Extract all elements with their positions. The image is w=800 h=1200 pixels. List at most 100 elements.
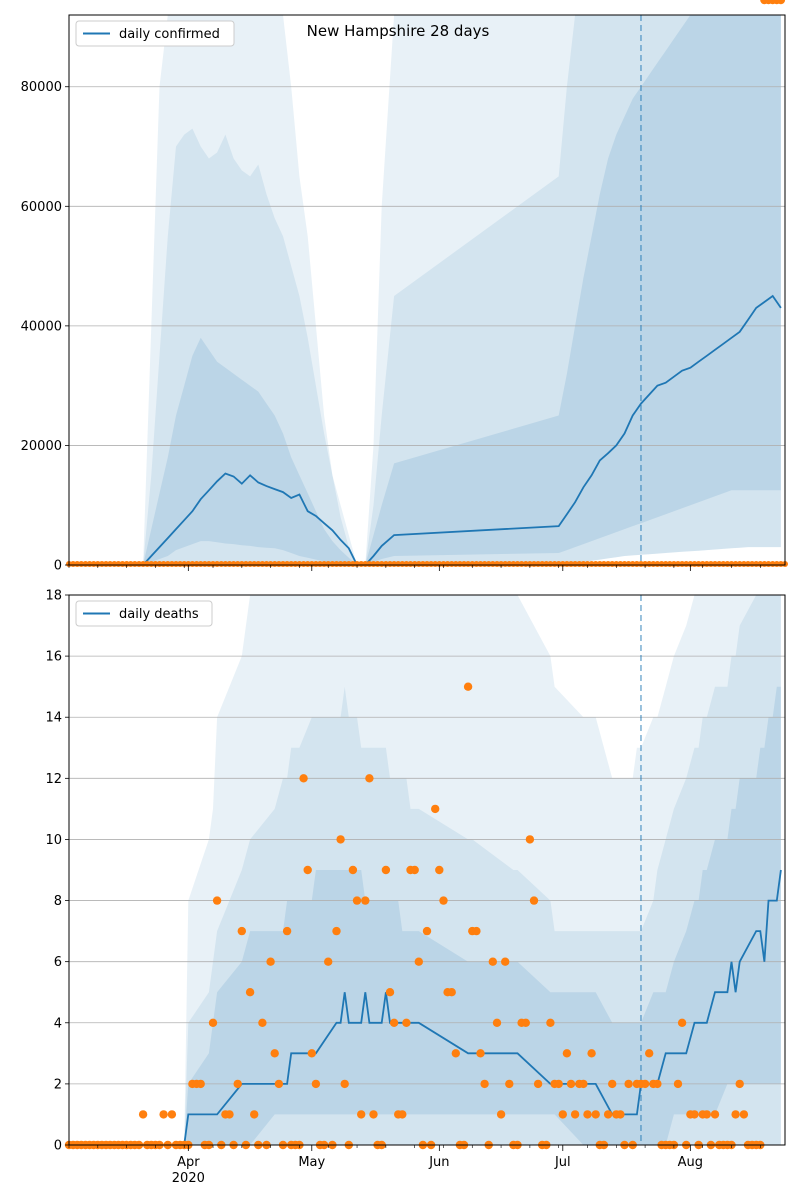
tick-label-y: 0 xyxy=(54,559,62,574)
observed-point xyxy=(361,896,370,905)
tick-label-y: 4 xyxy=(54,1016,62,1031)
deaths-legend: daily deaths xyxy=(75,600,213,627)
observed-point xyxy=(324,957,333,966)
observed-point xyxy=(225,1110,234,1119)
observed-point xyxy=(579,1079,588,1089)
observed-point xyxy=(558,1110,567,1119)
tick-label-y: 10 xyxy=(45,833,62,848)
observed-point xyxy=(673,1079,683,1089)
observed-point xyxy=(422,926,432,936)
legend-label-confirmed: daily confirmed xyxy=(119,27,220,42)
observed-point xyxy=(583,1110,592,1119)
tick-label-y: 2 xyxy=(54,1077,62,1092)
tick-label-y: 18 xyxy=(45,589,62,604)
observed-point xyxy=(447,988,456,997)
band-inner xyxy=(184,686,781,1145)
observed-point xyxy=(624,1079,633,1089)
observed-point xyxy=(336,835,345,844)
observed-point xyxy=(167,1110,177,1119)
band-outer xyxy=(184,595,781,1145)
observed-point xyxy=(435,865,444,875)
confirmed-series xyxy=(142,15,782,565)
observed-point xyxy=(710,1110,720,1119)
observed-point xyxy=(529,896,539,905)
observed-point xyxy=(245,988,255,997)
observed-point xyxy=(365,774,374,783)
tick-label-x: May xyxy=(298,1155,325,1170)
observed-point xyxy=(735,1079,744,1089)
observed-point xyxy=(463,682,473,691)
observed-point xyxy=(237,926,246,936)
band-inner xyxy=(143,15,781,565)
observed-point xyxy=(591,1110,600,1119)
tick-label-y: 6 xyxy=(54,955,62,970)
observed-point xyxy=(653,1079,662,1089)
observed-point xyxy=(554,1079,563,1089)
observed-point xyxy=(410,865,419,875)
observed-point xyxy=(159,1110,168,1119)
tick-label-year: 2020 xyxy=(172,1171,205,1186)
observed-point xyxy=(739,1110,749,1119)
tick-label-y: 8 xyxy=(54,894,62,909)
observed-point xyxy=(369,1110,378,1119)
observed-point xyxy=(562,1049,572,1058)
observed-point xyxy=(208,1018,218,1027)
tick-label-y: 12 xyxy=(45,772,62,787)
observed-point xyxy=(521,1018,530,1027)
observed-point xyxy=(431,804,440,814)
observed-point xyxy=(480,1079,489,1089)
observed-point xyxy=(640,1079,650,1089)
observed-point xyxy=(439,896,448,905)
tick-label-x: Aug xyxy=(678,1155,703,1170)
observed-point xyxy=(505,1079,514,1089)
observed-point xyxy=(196,1079,205,1089)
legend-box xyxy=(75,600,213,627)
tick-label-y: 16 xyxy=(45,650,62,665)
observed-point xyxy=(645,1049,654,1058)
legend-box xyxy=(75,20,235,47)
tick-label-y: 14 xyxy=(45,711,62,726)
observed-point xyxy=(690,1110,699,1119)
observed-point xyxy=(476,1049,485,1058)
observed-point xyxy=(451,1049,460,1058)
observed-point xyxy=(566,1079,576,1089)
observed-point xyxy=(414,957,423,966)
observed-point xyxy=(212,896,222,905)
observed-point xyxy=(233,1079,242,1089)
chart-title: New Hampshire 28 days xyxy=(307,22,490,40)
observed-point xyxy=(533,1079,543,1089)
band-middle xyxy=(184,595,781,1145)
observed-point xyxy=(702,1110,711,1119)
observed-point xyxy=(776,0,786,5)
observed-point xyxy=(501,957,510,966)
observed-point xyxy=(282,926,292,936)
observed-point xyxy=(587,1049,596,1058)
confirmed-legend: daily confirmed xyxy=(75,20,235,47)
tick-label-x: Jun xyxy=(428,1155,449,1170)
observed-point xyxy=(402,1018,411,1027)
observed-point xyxy=(603,1110,613,1119)
observed-point xyxy=(472,926,481,936)
series-line-deaths xyxy=(183,869,782,1145)
observed-point xyxy=(340,1079,349,1089)
series-line-confirmed xyxy=(142,294,782,565)
tick-label-y: 20000 xyxy=(21,439,62,454)
tick-label-x: Jul xyxy=(554,1155,571,1170)
observed-point xyxy=(274,1079,284,1089)
observed-point xyxy=(496,1110,506,1119)
observed-point xyxy=(546,1018,555,1027)
confirmed-observed-points xyxy=(66,561,788,567)
observed-point xyxy=(299,774,308,783)
confirmed-uncertainty-bands xyxy=(143,15,781,565)
observed-point xyxy=(616,1110,625,1119)
observed-point xyxy=(348,865,358,875)
observed-point xyxy=(266,957,275,966)
legend-label-deaths: daily deaths xyxy=(119,607,199,622)
observed-point xyxy=(311,1079,321,1089)
observed-point xyxy=(258,1018,267,1027)
axes-frame xyxy=(68,14,786,566)
observed-point xyxy=(303,865,312,875)
band-outer xyxy=(143,15,781,565)
observed-point xyxy=(270,1049,279,1058)
